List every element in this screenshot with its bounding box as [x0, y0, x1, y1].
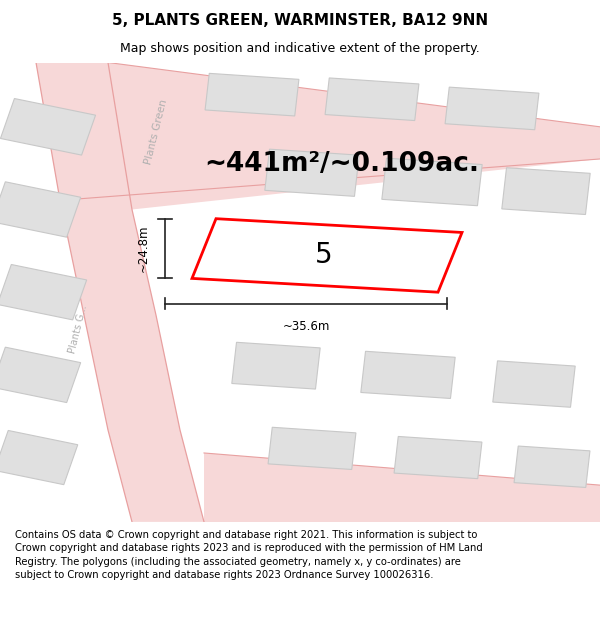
Polygon shape	[514, 446, 590, 488]
Text: 5: 5	[315, 241, 333, 269]
Text: Map shows position and indicative extent of the property.: Map shows position and indicative extent…	[120, 41, 480, 54]
Polygon shape	[192, 219, 462, 292]
Polygon shape	[445, 87, 539, 130]
Text: Plants Green: Plants Green	[143, 98, 169, 165]
Polygon shape	[0, 347, 80, 403]
Polygon shape	[394, 436, 482, 479]
Polygon shape	[325, 78, 419, 121]
Polygon shape	[36, 62, 600, 209]
Polygon shape	[0, 182, 80, 238]
Polygon shape	[0, 264, 86, 320]
Text: ~441m²/~0.109ac.: ~441m²/~0.109ac.	[204, 151, 479, 176]
Polygon shape	[0, 431, 78, 484]
Text: Plants G...: Plants G...	[67, 304, 89, 354]
Text: ~35.6m: ~35.6m	[283, 320, 329, 332]
Polygon shape	[232, 342, 320, 389]
Polygon shape	[265, 149, 359, 196]
Polygon shape	[204, 453, 600, 522]
Polygon shape	[361, 351, 455, 399]
Polygon shape	[493, 361, 575, 408]
Text: ~24.8m: ~24.8m	[137, 225, 150, 272]
Polygon shape	[1, 99, 95, 155]
Polygon shape	[36, 62, 204, 522]
Polygon shape	[205, 73, 299, 116]
Text: Contains OS data © Crown copyright and database right 2021. This information is : Contains OS data © Crown copyright and d…	[15, 530, 483, 580]
Polygon shape	[382, 158, 482, 206]
Text: 5, PLANTS GREEN, WARMINSTER, BA12 9NN: 5, PLANTS GREEN, WARMINSTER, BA12 9NN	[112, 13, 488, 28]
Polygon shape	[268, 428, 356, 469]
Polygon shape	[502, 168, 590, 214]
